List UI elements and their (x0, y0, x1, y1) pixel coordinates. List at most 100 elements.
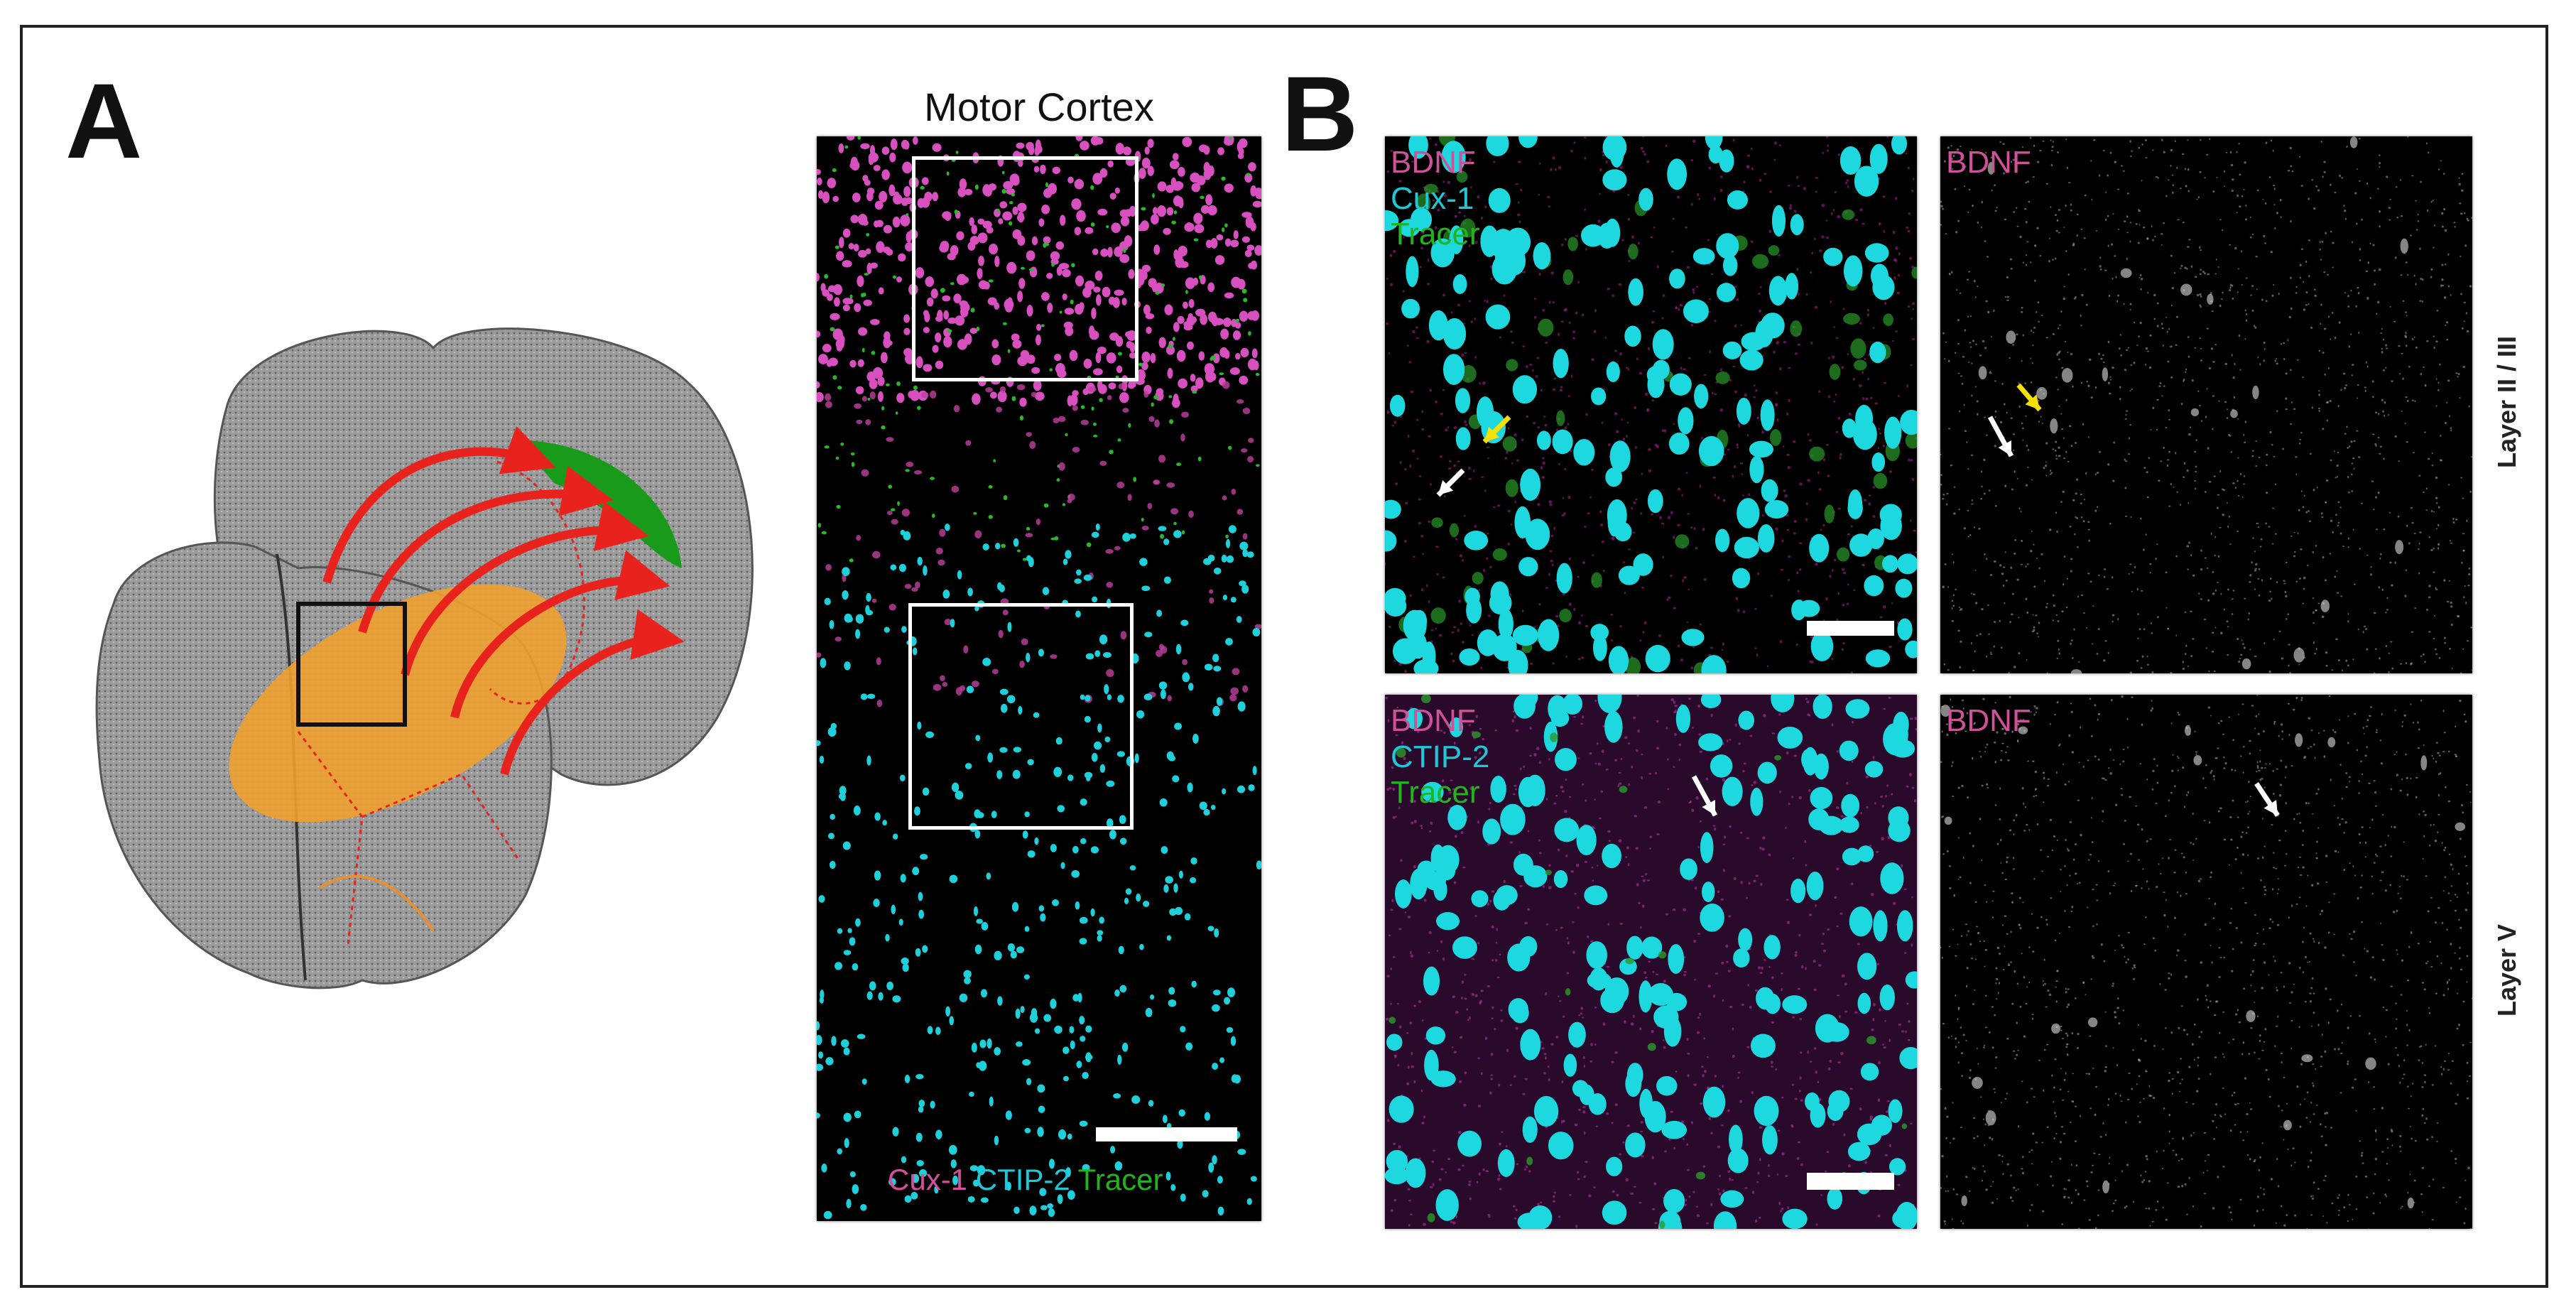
bdnf-signal (1645, 392, 1648, 396)
cux1-cell (842, 260, 852, 268)
bdnf-signal (1844, 982, 1847, 986)
ctip2-cell (1385, 1166, 1409, 1185)
bdnf-signal (2063, 457, 2066, 460)
ctip2-cell (1252, 627, 1261, 636)
bdnf-signal (1810, 271, 1813, 274)
bdnf-signal (2080, 502, 2082, 504)
cux1-cell (969, 327, 978, 335)
tracer-signal (940, 288, 945, 293)
bdnf-signal (1854, 218, 1859, 222)
bdnf-signal (2440, 284, 2442, 287)
bdnf-signal (1829, 574, 1832, 578)
bdnf-image-layer-5: BDNF (1940, 695, 2472, 1229)
bdnf-signal (2435, 476, 2438, 479)
bdnf-signal (2305, 304, 2308, 306)
bdnf-signal (1489, 801, 1491, 805)
bdnf-signal (1941, 1155, 1944, 1158)
bdnf-signal (1768, 965, 1771, 968)
ctip2-cell (964, 977, 971, 985)
bdnf-signal (1648, 469, 1652, 472)
ctip2-cell (1410, 868, 1428, 900)
bdnf-signal (1453, 881, 1457, 884)
ctip2-cell (1174, 906, 1183, 916)
bdnf-signal (2433, 246, 2435, 249)
bdnf-signal (1641, 776, 1643, 780)
cux1-cell (876, 699, 883, 707)
bdnf-signal (1474, 241, 1478, 244)
bdnf-signal (1426, 283, 1430, 286)
ctip2-cell (1163, 576, 1171, 584)
brain-section-diagram (95, 327, 754, 989)
cux1-cell (832, 328, 843, 341)
bdnf-signal (2300, 490, 2303, 492)
bdnf-signal (2086, 380, 2088, 383)
bdnf-signal (1685, 226, 1688, 229)
tracer-signal (1567, 237, 1578, 251)
bdnf-signal (2285, 397, 2288, 400)
bdnf-signal (1451, 631, 1455, 634)
bdnf-signal (1963, 403, 1965, 406)
bdnf-signal (2133, 321, 2136, 324)
bdnf-signal (1558, 332, 1560, 336)
tracer-signal (1659, 1220, 1665, 1229)
bdnf-signal (1947, 359, 1950, 362)
tracer-signal (1228, 445, 1232, 450)
bdnf-signal (1907, 166, 1910, 170)
bdnf-signal (2135, 223, 2138, 225)
ctip2-cell (1107, 694, 1112, 700)
bdnf-signal (2038, 567, 2040, 570)
ctip2-cell (1104, 684, 1109, 695)
bdnf-signal (2447, 484, 2450, 486)
bdnf-signal (2394, 561, 2396, 564)
bdnf-signal (1648, 772, 1652, 775)
bdnf-signal (1525, 364, 1528, 369)
cux1-cell (1178, 198, 1184, 209)
tracer-signal (1106, 225, 1109, 229)
bdnf-signal (1407, 1065, 1410, 1069)
bdnf-signal (1793, 532, 1796, 535)
cux1-cell (1248, 162, 1256, 172)
bdnf-signal (2230, 451, 2233, 453)
ctip2-cell (934, 1186, 939, 1194)
bdnf-signal (1747, 983, 1749, 987)
bdnf-signal (1514, 500, 1516, 504)
bdnf-signal (2358, 332, 2360, 335)
bdnf-signal (2102, 354, 2104, 357)
bdnf-signal (1827, 474, 1830, 477)
bdnf-signal (2170, 345, 2173, 348)
bdnf-signal (1464, 423, 1468, 427)
bdnf-signal (2077, 1033, 2080, 1036)
bdnf-signal (1862, 396, 1864, 401)
cux1-cell (881, 169, 890, 180)
bdnf-signal (1731, 1178, 1734, 1181)
bdnf-signal (1906, 226, 1909, 229)
bdnf-signal (2146, 471, 2148, 474)
bdnf-signal (1529, 754, 1532, 757)
cux1-cell (1184, 222, 1195, 232)
bdnf-signal (1459, 554, 1463, 558)
bdnf-signal (2468, 405, 2470, 408)
bdnf-signal (1668, 596, 1671, 600)
tracer-signal (976, 326, 980, 332)
ctip2-cell (817, 1063, 824, 1071)
bdnf-signal (1386, 278, 1388, 280)
bdnf-signal (2233, 396, 2236, 398)
cux1-cell (938, 559, 945, 566)
bdnf-signal (1950, 464, 1952, 467)
bdnf-signal (2106, 588, 2109, 590)
bdnf-signal (1479, 999, 1482, 1003)
bdnf-signal (1877, 1098, 1881, 1102)
bdnf-signal (1386, 788, 1390, 791)
bdnf-signal (1421, 1019, 1424, 1022)
cux1-cell (1124, 235, 1133, 247)
bdnf-signal (2024, 382, 2026, 384)
ctip2-cell (1425, 1026, 1446, 1045)
bdnf-signal (1552, 301, 1555, 304)
cux1-cell (1852, 418, 1877, 450)
bdnf-signal (1848, 412, 1852, 416)
bdnf-signal (1988, 489, 1991, 492)
bdnf-signal (2008, 156, 2010, 160)
bdnf-signal (1549, 550, 1553, 553)
cux1-cell (1224, 183, 1234, 193)
bdnf-signal (1844, 181, 1848, 185)
